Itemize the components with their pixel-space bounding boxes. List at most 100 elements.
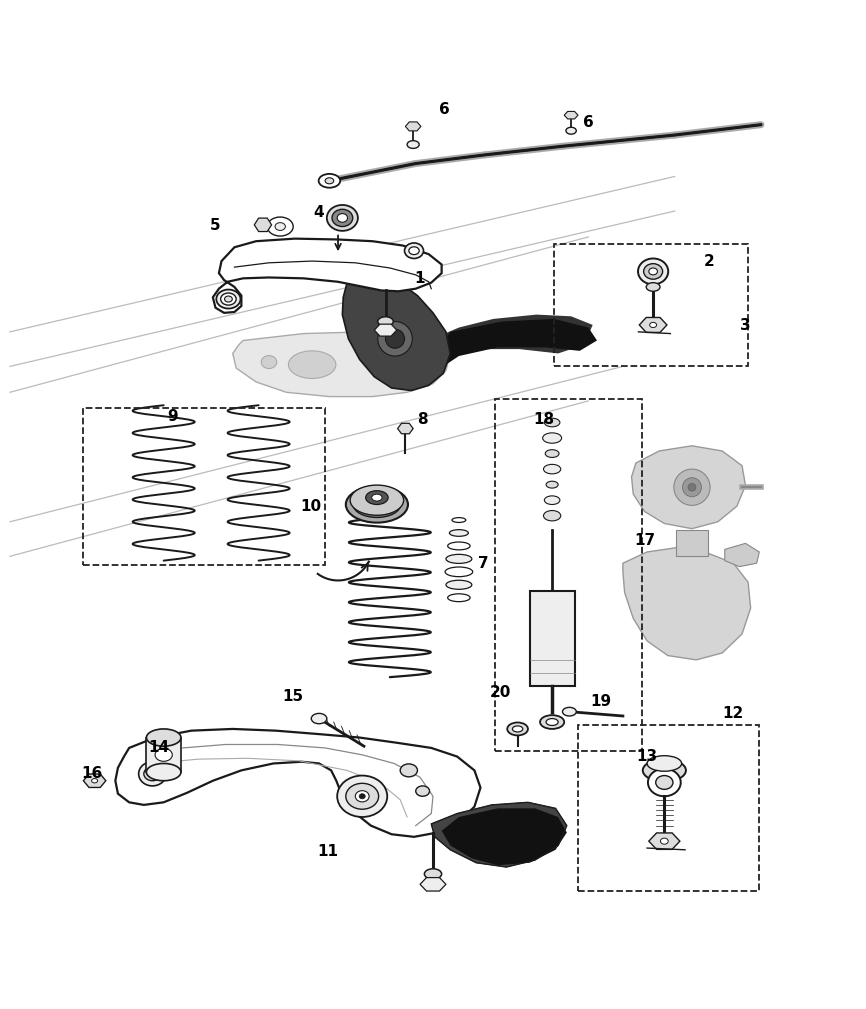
Text: 1: 1	[415, 270, 425, 286]
Ellipse shape	[262, 355, 277, 368]
Polygon shape	[420, 878, 446, 891]
Text: 8: 8	[417, 413, 428, 428]
Text: 6: 6	[583, 115, 594, 130]
Ellipse shape	[449, 530, 469, 537]
Ellipse shape	[149, 771, 157, 777]
Ellipse shape	[452, 518, 466, 523]
Polygon shape	[631, 446, 746, 529]
Text: 4: 4	[313, 205, 325, 220]
Ellipse shape	[643, 263, 662, 279]
Ellipse shape	[378, 322, 412, 356]
Ellipse shape	[332, 209, 352, 227]
Ellipse shape	[400, 764, 417, 777]
Ellipse shape	[643, 759, 686, 782]
Ellipse shape	[545, 495, 560, 504]
Ellipse shape	[353, 491, 401, 518]
Ellipse shape	[146, 728, 181, 747]
Text: 13: 13	[637, 749, 657, 764]
Ellipse shape	[311, 713, 326, 723]
Text: 6: 6	[439, 102, 449, 117]
Ellipse shape	[337, 214, 347, 222]
Text: 11: 11	[317, 844, 339, 859]
Polygon shape	[405, 122, 421, 131]
Text: 15: 15	[282, 688, 304, 703]
Text: 10: 10	[300, 498, 321, 514]
Ellipse shape	[546, 718, 559, 725]
Ellipse shape	[337, 776, 387, 817]
Ellipse shape	[545, 418, 560, 427]
Ellipse shape	[409, 247, 419, 254]
Ellipse shape	[221, 293, 236, 305]
Ellipse shape	[385, 329, 404, 348]
Polygon shape	[83, 774, 106, 787]
Ellipse shape	[648, 769, 681, 796]
Polygon shape	[429, 315, 592, 370]
Ellipse shape	[377, 362, 403, 379]
Ellipse shape	[546, 450, 559, 457]
Text: 12: 12	[723, 706, 744, 720]
Text: 16: 16	[81, 766, 103, 781]
Ellipse shape	[448, 594, 470, 601]
Polygon shape	[397, 424, 413, 434]
Ellipse shape	[544, 464, 561, 474]
Ellipse shape	[646, 283, 660, 292]
Ellipse shape	[688, 483, 696, 491]
Ellipse shape	[365, 490, 388, 504]
Polygon shape	[725, 543, 759, 567]
Polygon shape	[442, 808, 567, 866]
Bar	[578, 724, 759, 891]
Text: 18: 18	[533, 413, 554, 428]
Bar	[530, 591, 574, 686]
Ellipse shape	[544, 511, 561, 521]
Text: 17: 17	[634, 533, 655, 548]
Polygon shape	[649, 833, 680, 850]
Text: 14: 14	[148, 741, 169, 756]
Ellipse shape	[378, 317, 393, 326]
Ellipse shape	[661, 838, 669, 845]
Polygon shape	[115, 728, 481, 836]
Polygon shape	[440, 319, 597, 366]
Text: 5: 5	[210, 218, 221, 233]
Ellipse shape	[288, 351, 336, 378]
Ellipse shape	[139, 762, 166, 786]
Bar	[554, 244, 748, 366]
Ellipse shape	[446, 580, 472, 589]
Ellipse shape	[372, 494, 382, 501]
Ellipse shape	[346, 783, 378, 809]
Bar	[495, 400, 642, 751]
Text: 19: 19	[591, 694, 612, 708]
Ellipse shape	[563, 707, 576, 716]
Ellipse shape	[674, 469, 710, 506]
Bar	[676, 531, 708, 556]
Ellipse shape	[268, 217, 294, 236]
Ellipse shape	[325, 178, 333, 184]
Polygon shape	[213, 238, 442, 313]
Text: 3: 3	[740, 318, 751, 333]
Ellipse shape	[507, 722, 528, 736]
Ellipse shape	[445, 567, 473, 577]
Ellipse shape	[656, 776, 673, 789]
Text: 9: 9	[167, 409, 178, 424]
Polygon shape	[639, 318, 667, 332]
Polygon shape	[374, 324, 397, 336]
Polygon shape	[233, 332, 450, 397]
Ellipse shape	[540, 715, 565, 728]
Ellipse shape	[407, 140, 419, 148]
Polygon shape	[431, 802, 567, 867]
Polygon shape	[623, 548, 751, 660]
Ellipse shape	[359, 794, 365, 799]
Ellipse shape	[92, 779, 98, 783]
Ellipse shape	[682, 477, 701, 496]
Ellipse shape	[416, 786, 430, 796]
Ellipse shape	[146, 764, 181, 781]
Ellipse shape	[513, 725, 523, 732]
Ellipse shape	[448, 542, 470, 550]
Text: 7: 7	[478, 556, 488, 571]
Ellipse shape	[647, 756, 682, 771]
Ellipse shape	[224, 296, 232, 302]
Ellipse shape	[404, 243, 423, 258]
Bar	[83, 408, 325, 565]
Text: 20: 20	[489, 685, 511, 700]
Bar	[146, 738, 181, 772]
Ellipse shape	[144, 767, 161, 781]
